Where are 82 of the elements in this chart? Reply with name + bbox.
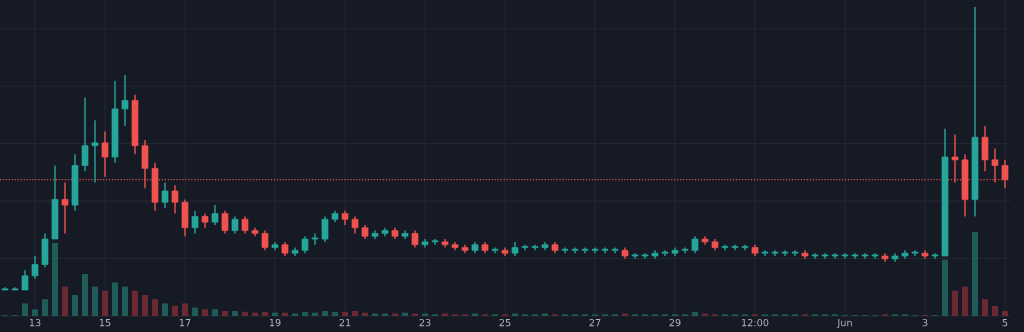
candlestick bbox=[21, 269, 29, 291]
bar bbox=[82, 274, 88, 316]
x-tick-label: 27 bbox=[589, 318, 601, 327]
bar bbox=[32, 309, 38, 316]
candlestick bbox=[81, 96, 89, 172]
x-tick-label: 29 bbox=[669, 318, 681, 327]
bar bbox=[962, 286, 968, 316]
bar bbox=[62, 286, 68, 316]
x-tick-label: 25 bbox=[499, 318, 511, 327]
x-tick-label: 3 bbox=[922, 318, 928, 327]
bar bbox=[342, 311, 348, 316]
bar bbox=[952, 290, 958, 316]
bar bbox=[292, 313, 298, 316]
x-tick-label: 19 bbox=[269, 318, 281, 327]
bar bbox=[112, 282, 118, 316]
bar bbox=[542, 313, 548, 316]
bar bbox=[392, 313, 398, 316]
candlestick bbox=[191, 210, 199, 235]
bar bbox=[202, 309, 208, 316]
bar bbox=[332, 311, 338, 316]
bar bbox=[442, 313, 448, 316]
bar bbox=[162, 303, 168, 316]
bar bbox=[232, 310, 238, 316]
bar bbox=[252, 312, 258, 316]
bar bbox=[372, 313, 378, 316]
candlestick bbox=[121, 74, 129, 127]
bar bbox=[972, 232, 978, 316]
bar bbox=[692, 311, 698, 316]
bar bbox=[122, 286, 128, 316]
bar bbox=[702, 313, 708, 316]
candlestick bbox=[221, 210, 229, 235]
bar bbox=[422, 313, 428, 316]
bar bbox=[222, 310, 228, 316]
x-tick-label: 12:00 bbox=[742, 318, 769, 327]
bar bbox=[172, 305, 178, 316]
bar bbox=[282, 312, 288, 316]
bar bbox=[72, 295, 78, 316]
x-tick-label: Jun bbox=[836, 319, 852, 329]
candlestick bbox=[261, 229, 269, 252]
bar bbox=[622, 313, 628, 316]
bar bbox=[92, 286, 98, 316]
candlestick bbox=[321, 215, 329, 243]
candlestick bbox=[211, 204, 219, 226]
bar bbox=[352, 310, 358, 316]
candlestick bbox=[101, 130, 109, 178]
bar bbox=[42, 299, 48, 316]
bar bbox=[152, 299, 158, 316]
bar bbox=[992, 305, 998, 316]
bar bbox=[512, 313, 518, 316]
bar bbox=[182, 303, 188, 316]
bar bbox=[302, 311, 308, 316]
bar bbox=[142, 295, 148, 316]
x-tick-label: 21 bbox=[339, 318, 351, 327]
bar bbox=[312, 312, 318, 316]
bar bbox=[262, 311, 268, 316]
bar bbox=[362, 312, 368, 316]
bar bbox=[242, 311, 248, 316]
bar bbox=[22, 303, 28, 316]
x-tick-label: 15 bbox=[99, 319, 111, 327]
bar bbox=[322, 310, 328, 316]
x-tick-label: 23 bbox=[419, 318, 431, 327]
x-tick-label: 5 bbox=[1002, 319, 1008, 327]
bar bbox=[412, 313, 418, 316]
bar bbox=[402, 312, 408, 316]
candlestick bbox=[91, 119, 99, 184]
bar bbox=[272, 312, 278, 316]
candlestick bbox=[61, 181, 69, 235]
candlestick bbox=[311, 232, 319, 246]
bar bbox=[102, 290, 108, 316]
candlestick bbox=[31, 255, 39, 280]
x-tick-label: 17 bbox=[179, 319, 191, 327]
bar bbox=[982, 299, 988, 316]
bar bbox=[472, 313, 478, 316]
candlestick bbox=[171, 184, 179, 215]
bar bbox=[1002, 310, 1008, 316]
bar bbox=[212, 309, 218, 316]
bar bbox=[132, 290, 138, 316]
candlestick bbox=[161, 181, 169, 209]
bar bbox=[192, 307, 198, 316]
bar bbox=[382, 313, 388, 316]
candlestick bbox=[981, 125, 989, 172]
x-tick-label: 13 bbox=[29, 318, 41, 327]
